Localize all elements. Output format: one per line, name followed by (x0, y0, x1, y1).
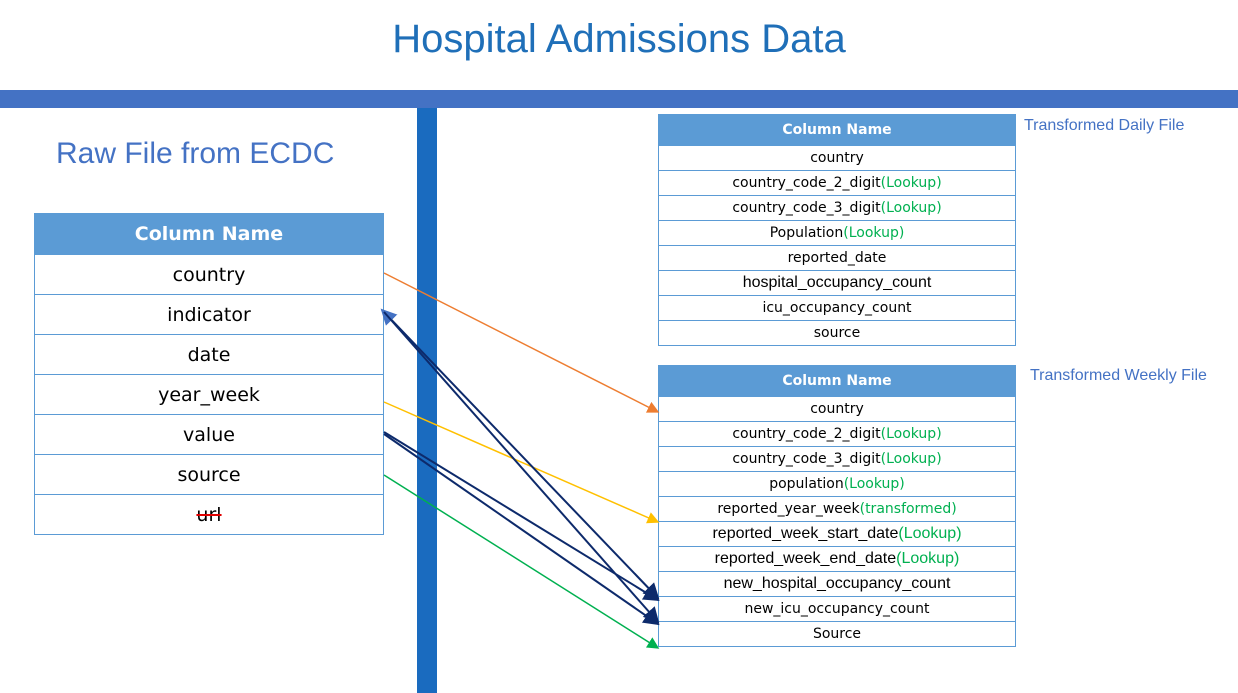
weekly-row-name: Source (812, 626, 862, 642)
weekly-row: reported_week_start_date(Lookup) (658, 521, 1016, 547)
weekly-row: population(Lookup) (658, 471, 1016, 497)
weekly-row-hint: (transformed) (859, 501, 957, 517)
weekly-row-hint: (Lookup) (843, 476, 905, 492)
daily-row: country_code_3_digit(Lookup) (658, 195, 1016, 221)
raw-row-date: date (34, 334, 384, 375)
weekly-row-name: country_code_3_digit (732, 451, 881, 467)
weekly-row: country (658, 396, 1016, 422)
daily-row: country_code_2_digit(Lookup) (658, 170, 1016, 196)
weekly-row-hint: (Lookup) (880, 451, 942, 467)
daily-row-name: Population (769, 225, 844, 241)
weekly-row: country_code_2_digit(Lookup) (658, 421, 1016, 447)
weekly-row-name: reported_year_week (717, 501, 860, 517)
raw-row-value: value (34, 414, 384, 455)
daily-row-name: reported_date (787, 250, 887, 266)
weekly-row-hint: (Lookup) (880, 426, 942, 442)
daily-row: icu_occupancy_count (658, 295, 1016, 321)
raw-row-url-dropped: url (34, 494, 384, 535)
daily-row-hint: (Lookup) (880, 200, 942, 216)
weekly-row-name: country_code_2_digit (732, 426, 881, 442)
weekly-columns-table: Column Name country country_code_2_digit… (658, 365, 1016, 647)
weekly-row: Source (658, 621, 1016, 647)
daily-table-header: Column Name (658, 114, 1016, 146)
raw-columns-table: Column Name country indicator date year_… (34, 213, 384, 535)
daily-row: hospital_occupancy_count (658, 270, 1016, 296)
weekly-row-hint: (Lookup) (896, 550, 960, 567)
raw-row-year-week: year_week (34, 374, 384, 415)
weekly-row-name: reported_week_end_date (714, 550, 897, 567)
weekly-file-heading: Transformed Weekly File (1030, 367, 1207, 384)
daily-row: country (658, 145, 1016, 171)
daily-row-name: hospital_occupancy_count (742, 274, 932, 291)
weekly-row: country_code_3_digit(Lookup) (658, 446, 1016, 472)
weekly-row-name: new_hospital_occupancy_count (723, 575, 951, 592)
weekly-row: new_icu_occupancy_count (658, 596, 1016, 622)
daily-row-name: country_code_3_digit (732, 200, 881, 216)
daily-columns-table: Column Name country country_code_2_digit… (658, 114, 1016, 346)
raw-table-header: Column Name (34, 213, 384, 255)
divider-bar (417, 108, 437, 693)
daily-row: source (658, 320, 1016, 346)
page-title: Hospital Admissions Data (392, 17, 846, 61)
raw-row-source: source (34, 454, 384, 495)
raw-file-heading: Raw File from ECDC (56, 137, 335, 170)
weekly-row-name: country (810, 401, 864, 417)
weekly-row-name: reported_week_start_date (712, 525, 899, 542)
weekly-row: reported_week_end_date(Lookup) (658, 546, 1016, 572)
daily-row: Population(Lookup) (658, 220, 1016, 246)
raw-row-country: country (34, 254, 384, 295)
daily-row-name: source (813, 325, 861, 341)
daily-row-hint: (Lookup) (880, 175, 942, 191)
weekly-row: reported_year_week(transformed) (658, 496, 1016, 522)
daily-row-hint: (Lookup) (843, 225, 905, 241)
daily-file-heading: Transformed Daily File (1024, 117, 1185, 134)
weekly-row-name: population (769, 476, 844, 492)
daily-row: reported_date (658, 245, 1016, 271)
weekly-row-hint: (Lookup) (898, 525, 962, 542)
daily-row-name: country_code_2_digit (732, 175, 881, 191)
weekly-table-header: Column Name (658, 365, 1016, 397)
raw-row-indicator: indicator (34, 294, 384, 335)
weekly-row: new_hospital_occupancy_count (658, 571, 1016, 597)
weekly-row-name: new_icu_occupancy_count (744, 601, 930, 617)
daily-row-name: icu_occupancy_count (762, 300, 912, 316)
header-band (0, 90, 1238, 108)
daily-row-name: country (810, 150, 864, 166)
